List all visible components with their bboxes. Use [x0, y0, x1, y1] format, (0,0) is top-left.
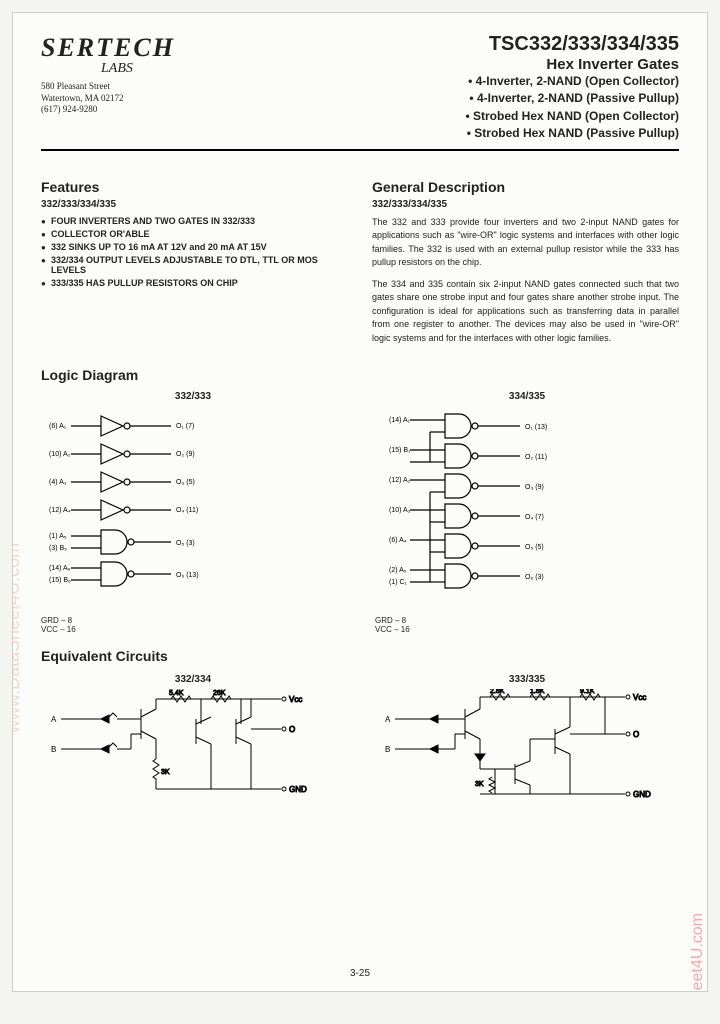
gendesc-heading: General Description — [372, 179, 679, 195]
features-heading: Features — [41, 179, 348, 195]
svg-text:(1) C₁: (1) C₁ — [389, 579, 408, 586]
page-number: 3-25 — [350, 968, 370, 979]
svg-text:O₆ (3): O₆ (3) — [525, 574, 544, 581]
svg-text:26K: 26K — [213, 690, 226, 697]
vcc-label: VCC – 16 — [41, 625, 345, 634]
grd-label: GRD – 8 — [41, 616, 345, 625]
header-bullet: Strobed Hex NAND (Passive Pullup) — [465, 125, 679, 142]
svg-text:GND: GND — [289, 785, 307, 794]
phone: (617) 924-9280 — [41, 104, 175, 116]
svg-text:O: O — [289, 725, 295, 734]
title-block: TSC332/333/334/335 Hex Inverter Gates 4-… — [465, 33, 679, 143]
logic-diagrams: 332/333 (6) A₁ O₁ (7) (10) A₂ O₂ (9) (4) A… — [41, 391, 679, 634]
svg-text:2.8K: 2.8K — [490, 689, 505, 695]
gendesc-sub: 332/333/334/335 — [372, 199, 679, 210]
svg-text:(1) A₅: (1) A₅ — [49, 533, 67, 540]
svg-text:(15) B₆: (15) B₆ — [49, 577, 71, 584]
svg-text:(10) A₂: (10) A₂ — [49, 451, 71, 458]
features-col: Features 332/333/334/335 FOUR INVERTERS … — [41, 165, 348, 354]
svg-text:(15) B₁: (15) B₁ — [389, 447, 411, 454]
svg-text:O₅ (5): O₅ (5) — [525, 544, 544, 551]
svg-text:(14) A₆: (14) A₆ — [49, 565, 71, 572]
address: 580 Pleasant Street Watertown, MA 02172 … — [41, 81, 175, 116]
svg-text:(2) A₅: (2) A₅ — [389, 567, 407, 574]
feature-item: FOUR INVERTERS AND TWO GATES IN 332/333 — [41, 216, 348, 226]
grd-label: GRD – 8 — [375, 616, 679, 625]
description-col: General Description 332/333/334/335 The … — [372, 165, 679, 354]
equivalent-circuits: 332/334 5.4K 26K Vcc 3K GND O A B 333/335 — [41, 674, 679, 809]
addr-line: Watertown, MA 02172 — [41, 93, 175, 105]
eq-right: 333/335 2.8K 1.8K 9.1K Vcc O GND 3K A B — [375, 674, 679, 809]
svg-text:B: B — [51, 745, 56, 754]
svg-text:O₁ (7): O₁ (7) — [176, 423, 194, 430]
datasheet-page: www.DataSheet4U.com www.DataSheet4U.com … — [12, 12, 708, 992]
svg-text:(14) A₁: (14) A₁ — [389, 417, 411, 424]
svg-text:O₆ (13): O₆ (13) — [176, 572, 199, 579]
part-number: TSC332/333/334/335 — [465, 33, 679, 56]
eq-label: 332/334 — [41, 674, 345, 685]
gendesc-para: The 332 and 333 provide four inverters a… — [372, 216, 679, 270]
header: SERTECH LABS 580 Pleasant Street Waterto… — [41, 33, 679, 151]
svg-text:(6) A₄: (6) A₄ — [389, 537, 407, 544]
svg-text:O₂ (11): O₂ (11) — [525, 454, 547, 461]
feature-item: COLLECTOR OR'ABLE — [41, 229, 348, 239]
content-columns: Features 332/333/334/335 FOUR INVERTERS … — [41, 165, 679, 354]
svg-text:O: O — [633, 730, 639, 739]
features-list: FOUR INVERTERS AND TWO GATES IN 332/333 … — [41, 216, 348, 288]
logo-block: SERTECH LABS 580 Pleasant Street Waterto… — [41, 33, 175, 143]
svg-text:1.8K: 1.8K — [530, 689, 545, 695]
eq-left: 332/334 5.4K 26K Vcc 3K GND O A B — [41, 674, 345, 809]
svg-text:O₄ (11): O₄ (11) — [176, 507, 198, 514]
svg-text:3K: 3K — [161, 769, 170, 776]
svg-text:Vcc: Vcc — [289, 695, 302, 704]
logic-diagram-left: 332/333 (6) A₁ O₁ (7) (10) A₂ O₂ (9) (4) A… — [41, 391, 345, 634]
svg-text:9.1K: 9.1K — [580, 689, 595, 695]
svg-text:O₅ (3): O₅ (3) — [176, 540, 195, 547]
gendesc-para: The 334 and 335 contain six 2-input NAND… — [372, 278, 679, 346]
svg-text:5.4K: 5.4K — [169, 690, 184, 697]
header-bullet: 4-Inverter, 2-NAND (Passive Pullup) — [465, 90, 679, 107]
feature-item: 332/334 OUTPUT LEVELS ADJUSTABLE TO DTL,… — [41, 255, 348, 275]
svg-text:3K: 3K — [475, 781, 484, 788]
svg-text:(6) A₁: (6) A₁ — [49, 423, 67, 430]
vcc-label: VCC – 16 — [375, 625, 679, 634]
svg-text:(12) A₄: (12) A₄ — [49, 507, 71, 514]
svg-text:O₃ (5): O₃ (5) — [176, 479, 195, 486]
logic-heading: Logic Diagram — [41, 367, 679, 383]
diag-label: 332/333 — [41, 391, 345, 402]
circuit-333: 2.8K 1.8K 9.1K Vcc O GND 3K A B — [375, 689, 655, 809]
svg-text:(10) A₃: (10) A₃ — [389, 507, 411, 514]
labs-label: LABS — [101, 61, 175, 77]
company-name: SERTECH — [41, 33, 175, 63]
diag-label: 334/335 — [375, 391, 679, 402]
header-bullet: 4-Inverter, 2-NAND (Open Collector) — [465, 73, 679, 90]
svg-text:GND: GND — [633, 790, 651, 799]
svg-text:(3) B₅: (3) B₅ — [49, 545, 67, 552]
eq-label: 333/335 — [375, 674, 679, 685]
schematic-332: (6) A₁O₁ (7) (10) A₂O₂ (9) (4) A₃O₃ (5) … — [41, 406, 291, 616]
circuit-332: 5.4K 26K Vcc 3K GND O A B — [41, 689, 321, 809]
features-sub: 332/333/334/335 — [41, 199, 348, 210]
svg-text:O₂ (9): O₂ (9) — [176, 451, 195, 458]
svg-text:A: A — [385, 715, 391, 724]
watermark: www.DataSheet4U.com — [12, 543, 24, 733]
schematic-334: (14) A₁ O₁ (13) (15) B₁ O₂ (11) (12) A₂ O₃ … — [375, 406, 655, 616]
eq-heading: Equivalent Circuits — [41, 648, 679, 664]
svg-text:Vcc: Vcc — [633, 693, 646, 702]
feature-item: 332 SINKS UP TO 16 mA AT 12V and 20 mA A… — [41, 242, 348, 252]
subtitle: Hex Inverter Gates — [465, 56, 679, 73]
watermark: www.DataSheet4U.com — [689, 913, 707, 992]
addr-line: 580 Pleasant Street — [41, 81, 175, 93]
svg-text:O₄ (7): O₄ (7) — [525, 514, 544, 521]
svg-text:O₃ (9): O₃ (9) — [525, 484, 544, 491]
feature-item: 333/335 HAS PULLUP RESISTORS ON CHIP — [41, 278, 348, 288]
svg-text:B: B — [385, 745, 390, 754]
logic-diagram-right: 334/335 (14) A₁ O₁ (13) (15) B₁ O₂ (11) (1… — [375, 391, 679, 634]
header-bullet: Strobed Hex NAND (Open Collector) — [465, 108, 679, 125]
svg-text:O₁ (13): O₁ (13) — [525, 424, 547, 431]
svg-text:(12) A₂: (12) A₂ — [389, 477, 411, 484]
svg-text:(4) A₃: (4) A₃ — [49, 479, 67, 486]
svg-text:A: A — [51, 715, 57, 724]
